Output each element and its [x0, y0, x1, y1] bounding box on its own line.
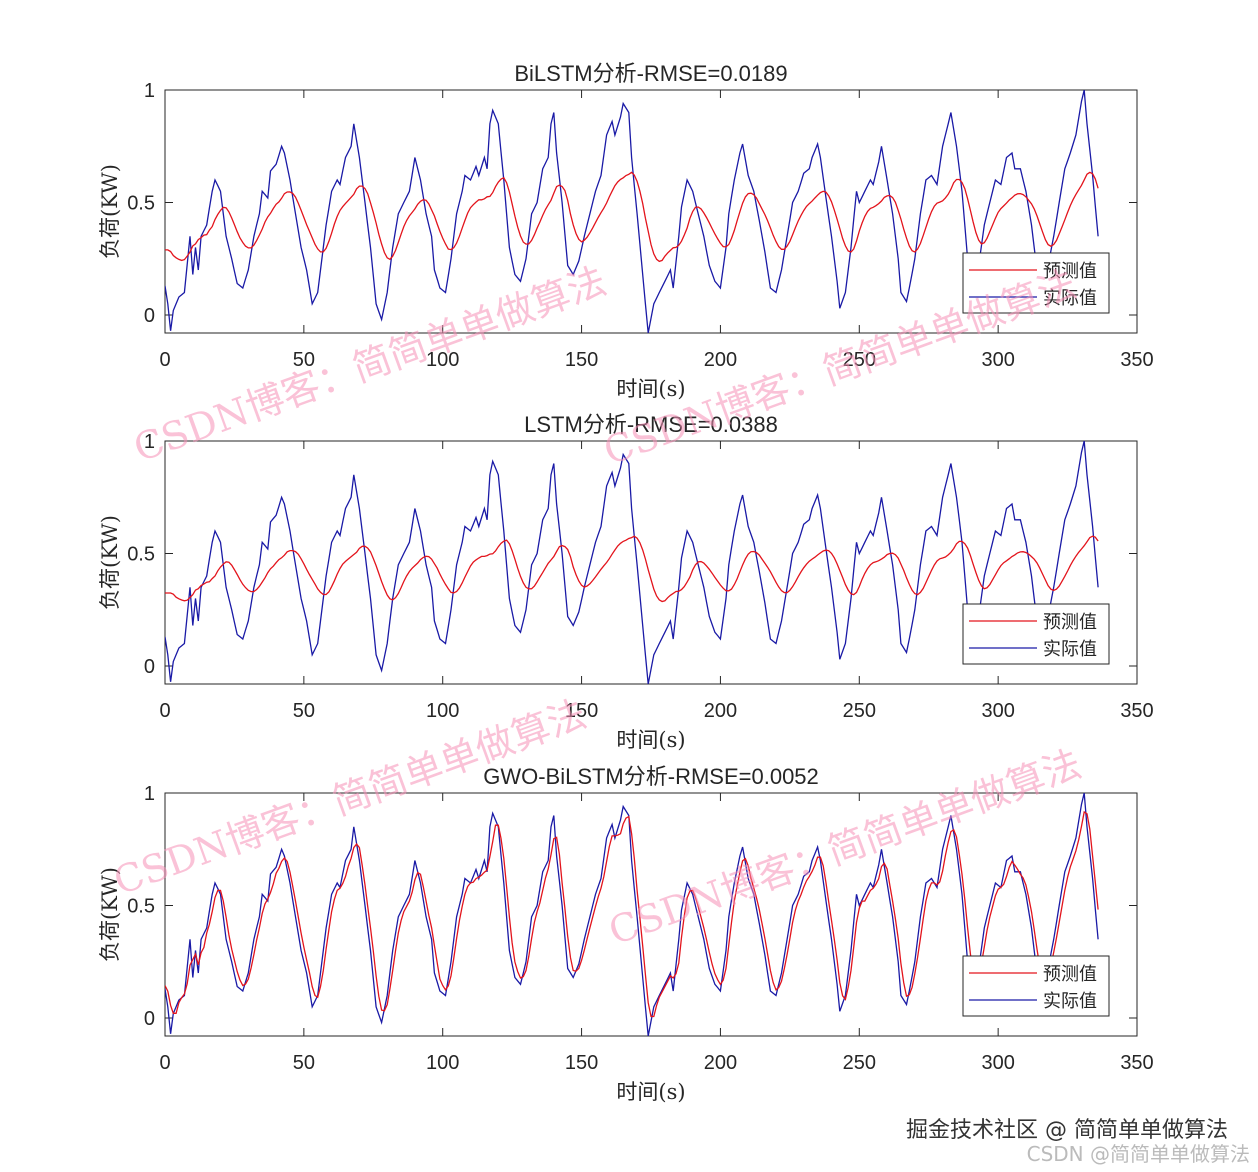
legend-box [962, 955, 1110, 1017]
x-axis-label: 时间(s) [616, 1080, 685, 1104]
footer-credit: 掘金技术社区 @ 简简单单做算法 [906, 1118, 1228, 1143]
legend-box [962, 603, 1110, 665]
legend-box [962, 252, 1110, 314]
x-tick-label: 200 [704, 1052, 737, 1074]
x-tick-label: 350 [1120, 700, 1153, 722]
y-tick-label: 0.5 [127, 193, 155, 215]
x-axis-label: 时间(s) [616, 728, 685, 752]
series-actual-line [165, 90, 1099, 333]
legend-label: 实际值 [1043, 639, 1097, 660]
x-tick-label: 150 [565, 700, 598, 722]
x-tick-label: 300 [981, 1052, 1014, 1074]
x-tick-label: 50 [293, 1052, 315, 1074]
x-tick-label: 150 [565, 1052, 598, 1074]
x-tick-label: 100 [426, 1052, 459, 1074]
y-axis-label: 负荷(KW) [98, 164, 122, 259]
x-axis-label: 时间(s) [616, 377, 685, 401]
x-tick-label: 250 [843, 349, 876, 371]
x-tick-label: 100 [426, 700, 459, 722]
y-axis-label: 负荷(KW) [98, 867, 122, 962]
chart-title: BiLSTM分析-RMSE=0.0189 [514, 61, 787, 86]
series-predicted-line [165, 171, 1099, 263]
y-tick-label: 0.5 [127, 896, 155, 918]
y-tick-label: 0.5 [127, 544, 155, 566]
y-tick-label: 1 [144, 431, 155, 453]
y-axis-label: 负荷(KW) [98, 515, 122, 610]
x-tick-label: 150 [565, 349, 598, 371]
x-tick-label: 200 [704, 349, 737, 371]
legend-label: 预测值 [1043, 612, 1097, 633]
x-tick-label: 300 [981, 349, 1014, 371]
x-tick-label: 350 [1120, 1052, 1153, 1074]
chart-panel-1: BiLSTM分析-RMSE=0.0189 0 50 100 150 200 250 300 35… [98, 61, 1154, 401]
x-tick-label: 50 [293, 349, 315, 371]
x-tick-label: 350 [1120, 349, 1153, 371]
legend-label: 预测值 [1043, 964, 1097, 985]
legend-label: 实际值 [1043, 288, 1097, 309]
x-tick-label: 0 [159, 1052, 170, 1074]
series-predicted-line [165, 535, 1099, 603]
y-tick-label: 1 [144, 80, 155, 102]
x-tick-label: 300 [981, 700, 1014, 722]
legend-label: 实际值 [1043, 991, 1097, 1012]
x-tick-label: 0 [159, 700, 170, 722]
y-tick-label: 0 [144, 1008, 155, 1030]
chart-panel-3: GWO-BiLSTM分析-RMSE=0.0052 0 50 100 150 200 250 3… [98, 764, 1154, 1104]
legend-label: 预测值 [1043, 261, 1097, 282]
series-actual-line [165, 793, 1099, 1036]
x-tick-label: 200 [704, 700, 737, 722]
x-tick-label: 250 [843, 1052, 876, 1074]
y-tick-label: 1 [144, 783, 155, 805]
series-predicted-line [165, 810, 1099, 1018]
x-tick-label: 250 [843, 700, 876, 722]
footer-source: CSDN @简简单单做算法 [1026, 1142, 1250, 1166]
chart-panel-2: LSTM分析-RMSE=0.0388 0 50 100 150 200 250 300 350 0… [98, 412, 1154, 752]
x-tick-label: 0 [159, 349, 170, 371]
y-tick-label: 0 [144, 656, 155, 678]
series-actual-line [165, 441, 1099, 684]
x-tick-label: 100 [426, 349, 459, 371]
y-tick-label: 0 [144, 305, 155, 327]
chart-title: GWO-BiLSTM分析-RMSE=0.0052 [483, 764, 819, 789]
chart-title: LSTM分析-RMSE=0.0388 [524, 412, 778, 437]
x-tick-label: 50 [293, 700, 315, 722]
